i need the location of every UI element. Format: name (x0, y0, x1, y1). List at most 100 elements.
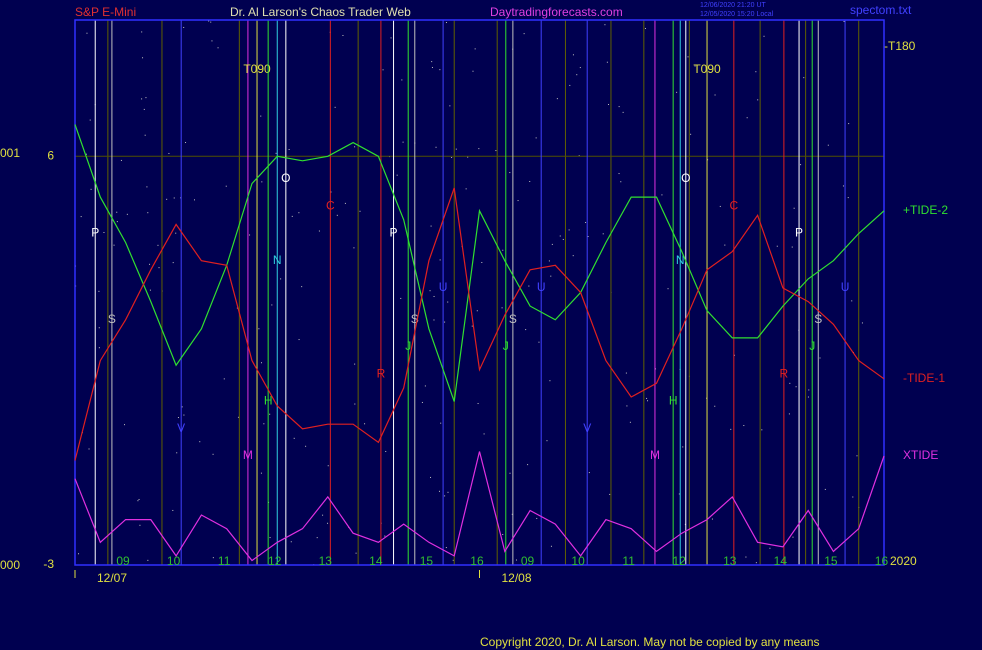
star (807, 396, 809, 398)
star (293, 437, 295, 439)
star (223, 378, 225, 380)
star (269, 537, 271, 539)
star (193, 199, 195, 201)
star (745, 556, 747, 558)
event-label: C (326, 198, 335, 212)
event-label: S (814, 312, 822, 326)
star (579, 67, 581, 69)
star (237, 416, 239, 418)
star (847, 197, 849, 199)
star (447, 491, 449, 493)
star (451, 156, 453, 158)
star (478, 148, 480, 150)
star (318, 230, 320, 232)
x-tick-label: 12 (268, 554, 282, 568)
star (551, 243, 553, 245)
star (445, 22, 447, 24)
tide-line (74, 451, 885, 562)
star (396, 174, 398, 176)
star (848, 123, 850, 125)
star (445, 547, 447, 549)
star (535, 137, 537, 139)
star (819, 357, 821, 359)
star (711, 518, 713, 520)
y-tick-label: -3 (43, 557, 54, 571)
star (208, 20, 210, 22)
star (141, 31, 143, 33)
event-label: N (676, 253, 685, 267)
star (714, 405, 716, 407)
star (175, 232, 177, 234)
star (550, 545, 552, 547)
event-label: S (411, 312, 419, 326)
star (690, 133, 692, 135)
star (305, 445, 307, 447)
star (851, 300, 853, 302)
star (455, 148, 457, 150)
star (795, 386, 797, 388)
star (572, 54, 574, 56)
star (430, 225, 432, 227)
x-tick-label: 09 (521, 554, 535, 568)
star (353, 247, 355, 249)
star (647, 400, 649, 402)
star (142, 57, 144, 59)
star (476, 310, 478, 312)
year: 2020 (890, 554, 917, 568)
event-label: T090 (693, 62, 721, 76)
star (465, 188, 467, 190)
star (429, 290, 431, 292)
star (572, 255, 574, 257)
star (269, 413, 271, 415)
star (172, 509, 174, 511)
star (355, 552, 357, 554)
star (183, 26, 185, 28)
star (481, 261, 483, 263)
series-label: XTIDE (903, 448, 938, 462)
star (385, 450, 387, 452)
file-name: spectom.txt (850, 3, 912, 17)
star (390, 37, 392, 39)
star (149, 263, 151, 265)
star (261, 181, 263, 183)
star (733, 354, 735, 356)
star (646, 397, 648, 399)
star (364, 423, 366, 425)
star (433, 295, 435, 297)
star (90, 188, 92, 190)
star (217, 47, 219, 49)
x-tick-label: 12 (673, 554, 687, 568)
star (626, 405, 628, 407)
star (211, 40, 213, 42)
star (546, 440, 548, 442)
star (538, 341, 540, 343)
star (523, 33, 525, 35)
star (144, 134, 146, 136)
star (471, 325, 473, 327)
star (861, 322, 863, 324)
star (384, 535, 386, 537)
star (172, 262, 174, 264)
star (792, 536, 794, 538)
star (483, 433, 485, 435)
star (746, 117, 748, 119)
event-label: V (583, 421, 591, 435)
star (791, 246, 793, 248)
star (509, 472, 511, 474)
star (113, 244, 115, 246)
x-tick-label: 13 (723, 554, 737, 568)
star (439, 69, 441, 71)
star (199, 441, 201, 443)
star (176, 452, 178, 454)
star (80, 216, 82, 218)
star (472, 70, 474, 72)
star (602, 233, 604, 235)
star (183, 414, 185, 416)
event-label: S (509, 312, 517, 326)
star (517, 200, 519, 202)
plot-border (74, 19, 885, 566)
star (263, 423, 265, 425)
star (382, 69, 384, 71)
